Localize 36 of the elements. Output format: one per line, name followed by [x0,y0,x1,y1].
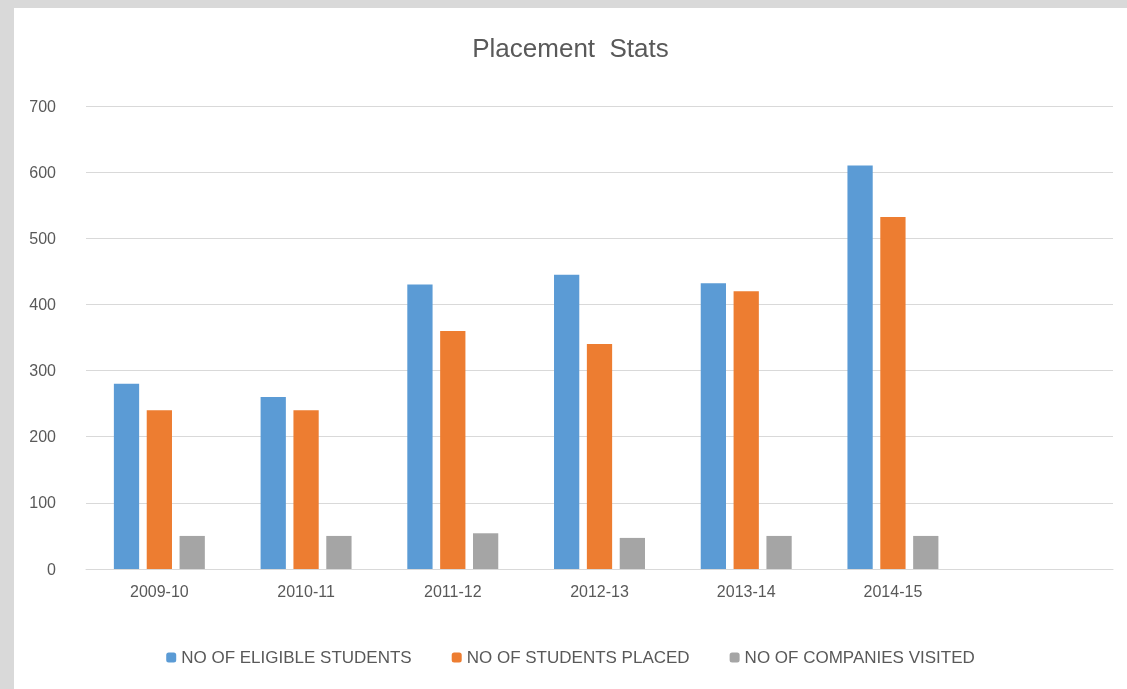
y-tick-label: 300 [29,362,57,380]
bar [847,165,873,569]
y-tick-label: 700 [29,97,57,115]
bar [766,535,792,569]
bar [554,274,580,569]
y-tick-label: 100 [29,494,57,512]
bar [407,284,433,569]
bar [619,537,645,569]
y-tick-label: 400 [29,295,57,313]
bar [326,535,352,569]
y-tick-label: 600 [29,163,57,181]
bar [473,533,499,569]
bar [113,383,140,569]
y-tick-label: 500 [29,229,57,247]
chart-title: Placement Stats [472,33,669,63]
bar [293,410,319,569]
bar [913,535,939,569]
bar [146,410,172,569]
x-tick-label: 2012-13 [570,582,629,600]
x-tick-label: 2009-10 [130,582,189,600]
bar [179,535,205,569]
bar [733,291,759,569]
x-tick-label: 2010-11 [277,582,335,600]
bar [260,397,286,569]
bar [440,330,466,569]
x-tick-label: 2013-14 [716,582,776,600]
x-tick-label: 2011-12 [424,582,482,600]
y-tick-label: 200 [29,428,57,446]
y-tick-label: 0 [47,560,57,578]
legend-label: NO OF COMPANIES VISITED [744,648,975,667]
bar [880,217,906,569]
legend-label: NO OF STUDENTS PLACED [466,648,690,667]
legend-label: NO OF ELIGIBLE STUDENTS [181,648,412,667]
bar [586,344,613,569]
x-tick-label: 2014-15 [863,582,923,600]
bar [700,283,726,569]
